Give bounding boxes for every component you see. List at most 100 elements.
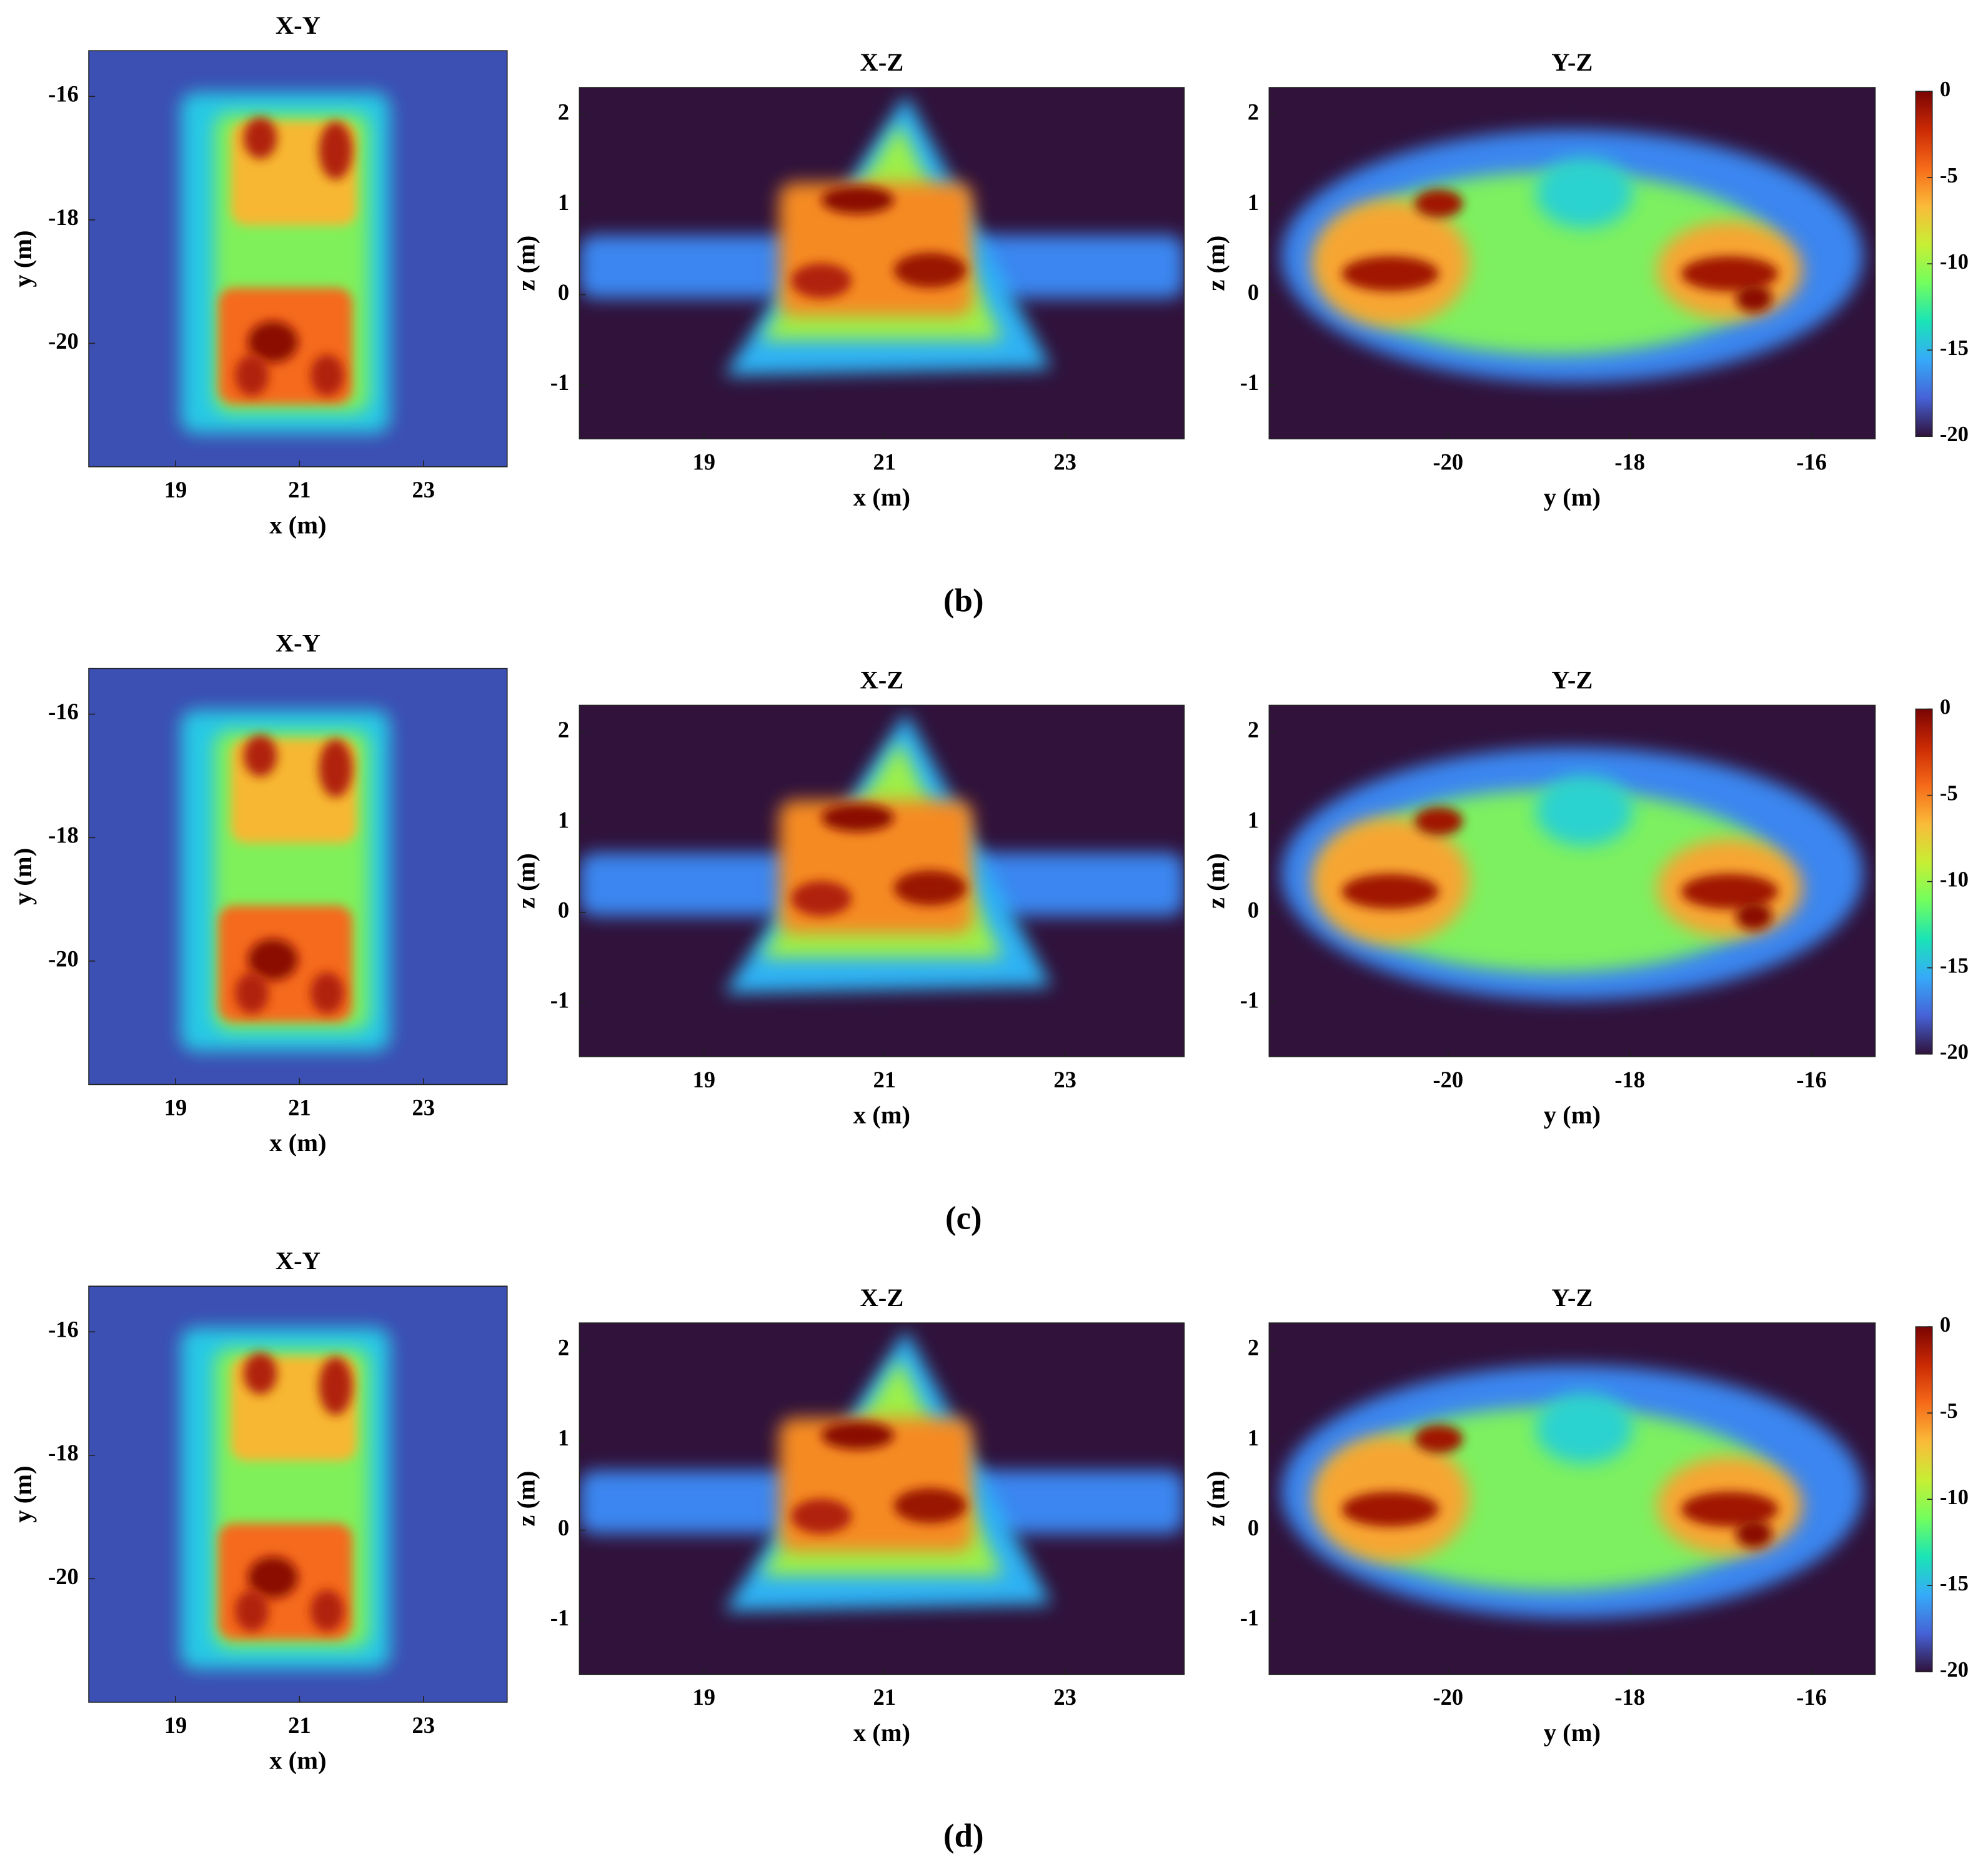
y-tick-label: -20 — [48, 1564, 79, 1589]
heat-blob — [821, 186, 894, 214]
colorbar-tick-label: 0 — [1940, 696, 1951, 719]
heatmap-image — [89, 51, 507, 467]
heat-blob — [1341, 874, 1439, 909]
axes-title: X-Z — [860, 48, 903, 76]
y-tick-label: 0 — [1248, 897, 1259, 923]
heat-blob — [1681, 1491, 1779, 1527]
x-tick-label: -18 — [1614, 1067, 1645, 1092]
heat-blob — [247, 939, 298, 980]
y-tick-label: -1 — [1240, 987, 1259, 1013]
x-axis-label: y (m) — [1544, 1101, 1601, 1129]
y-tick-label: -16 — [48, 81, 79, 107]
y-tick-label: 0 — [558, 279, 569, 305]
heat-blob — [893, 870, 967, 906]
y-axis-label: z (m) — [1202, 1471, 1230, 1527]
y-tick-label: 1 — [558, 1425, 569, 1450]
y-tick-label: -20 — [48, 945, 79, 971]
heat-blob — [319, 121, 352, 180]
heat-blob — [1414, 1425, 1463, 1454]
x-tick-label: 23 — [1053, 1684, 1076, 1710]
x-tick-label: 21 — [288, 1712, 311, 1738]
y-tick-label: 1 — [558, 189, 569, 215]
y-tick-label: -20 — [48, 328, 79, 354]
heat-blob — [1681, 874, 1779, 909]
axes-title: X-Z — [860, 1284, 903, 1312]
x-tick-label: -20 — [1433, 1067, 1464, 1092]
y-tick-label: -16 — [48, 1317, 79, 1342]
y-tick-label: -1 — [1240, 369, 1259, 395]
y-tick-label: -1 — [1240, 1605, 1259, 1630]
colorbar-tick-label: -5 — [1940, 164, 1958, 187]
y-tick-label: -18 — [48, 204, 79, 230]
y-tick-label: 0 — [1248, 279, 1259, 305]
x-tick-label: 19 — [693, 1684, 716, 1710]
subfigure-caption: (d) — [943, 1818, 983, 1854]
colorbar-tick-label: -5 — [1940, 1399, 1958, 1423]
x-tick-label: -16 — [1796, 1067, 1827, 1092]
y-axis-label: z (m) — [512, 236, 540, 291]
heat-blob — [1536, 157, 1633, 228]
colorbar-tick-label: -15 — [1940, 1572, 1969, 1595]
axes-frame — [1268, 1322, 1876, 1675]
x-tick-label: 21 — [288, 1094, 311, 1120]
y-tick-label: 0 — [558, 1515, 569, 1540]
axes-frame — [579, 87, 1185, 440]
heat-blob — [893, 1488, 967, 1524]
heat-blob — [1736, 284, 1772, 312]
y-tick-label: -1 — [550, 1605, 569, 1630]
x-tick-label: -18 — [1614, 1684, 1645, 1710]
y-tick-label: 2 — [558, 99, 569, 125]
heat-blob — [319, 1357, 352, 1415]
subfigure-caption: (b) — [943, 582, 983, 619]
y-tick-label: 1 — [1248, 807, 1259, 832]
heatmap-image — [1269, 87, 1876, 439]
y-tick-label: 2 — [1248, 99, 1259, 125]
axes-frame — [579, 704, 1185, 1057]
heatmap-image — [1269, 1323, 1876, 1675]
heat-blob — [1341, 1491, 1439, 1527]
subfigure-caption: (c) — [945, 1200, 982, 1237]
heat-blob — [243, 117, 277, 159]
x-tick-label: 23 — [412, 1094, 435, 1120]
x-axis-label: y (m) — [1544, 1719, 1601, 1747]
y-axis-label: y (m) — [9, 848, 37, 905]
x-tick-label: -18 — [1614, 449, 1645, 474]
x-axis-label: x (m) — [269, 1129, 326, 1157]
heatmap-image — [89, 668, 507, 1085]
axes-title: X-Y — [276, 1247, 321, 1275]
x-axis-label: x (m) — [853, 483, 910, 511]
heat-blob — [791, 881, 852, 916]
x-axis-label: x (m) — [853, 1101, 910, 1129]
heat-blob — [235, 1590, 269, 1632]
y-tick-label: -18 — [48, 822, 79, 848]
y-tick-label: 2 — [1248, 1335, 1259, 1360]
heat-blob — [1414, 189, 1463, 218]
colorbar-tick-label: -20 — [1940, 1040, 1969, 1064]
colorbar-tick-label: -20 — [1940, 1658, 1969, 1682]
axes-title: Y-Z — [1551, 48, 1593, 76]
heat-blob — [243, 735, 277, 777]
heat-blob — [247, 1556, 298, 1599]
axes-frame — [88, 667, 508, 1085]
heat-blob — [1341, 256, 1439, 292]
y-axis-label: y (m) — [9, 230, 37, 287]
x-tick-label: 23 — [412, 1712, 435, 1738]
x-tick-label: 21 — [873, 1067, 896, 1092]
y-tick-label: -18 — [48, 1440, 79, 1465]
y-axis-label: z (m) — [512, 1471, 540, 1527]
colorbar-tick-label: -10 — [1940, 868, 1969, 892]
heat-blob — [1681, 256, 1779, 292]
heat-blob — [1736, 1519, 1772, 1548]
y-tick-label: -16 — [48, 699, 79, 724]
x-tick-label: -20 — [1433, 449, 1464, 474]
heat-blob — [235, 354, 269, 396]
x-tick-label: 19 — [164, 477, 187, 502]
axes-title: X-Y — [276, 11, 321, 39]
heat-blob — [791, 263, 852, 299]
heatmap-image — [579, 705, 1185, 1057]
heat-blob — [243, 1352, 277, 1395]
heatmap-image — [579, 1323, 1185, 1675]
y-tick-label: 1 — [558, 807, 569, 832]
y-tick-label: 0 — [558, 897, 569, 923]
